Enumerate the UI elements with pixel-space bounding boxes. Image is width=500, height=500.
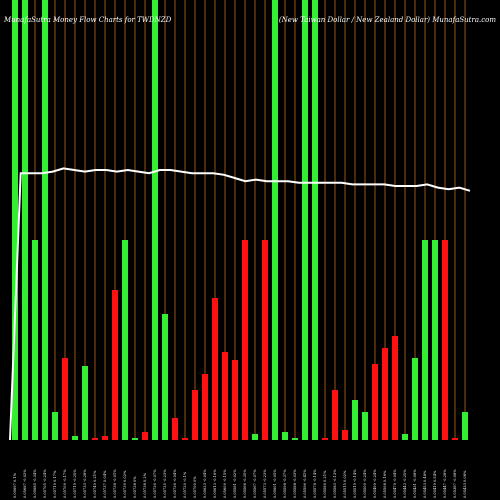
money-flow-bar — [102, 436, 108, 440]
money-flow-bar — [162, 314, 168, 440]
x-tick-label: 0.05573 -0.23% — [263, 469, 267, 498]
money-flow-bar — [192, 390, 198, 440]
x-tick-label: 0.05685 -0.34% — [33, 469, 37, 498]
money-flow-bar — [372, 364, 378, 440]
money-flow-bar — [392, 336, 398, 440]
price-line — [9, 167, 471, 441]
money-flow-bar — [442, 240, 448, 440]
x-tick-label: 0.05443 -0.25% — [403, 469, 407, 498]
x-tick-label: 0.05596 -0.41% — [303, 469, 307, 498]
x-tick-label: 0.05709 -0.17% — [63, 469, 67, 498]
x-tick-label: 0.05719 0.17% — [53, 470, 57, 498]
money-flow-bar — [222, 352, 228, 440]
x-tick-label: 0.05581 -0.02% — [233, 469, 237, 498]
x-tick-label: 0.05720 -0.1% — [183, 471, 187, 498]
x-tick-label: 0.05431 -0.08% — [413, 469, 417, 498]
money-flow-bar — [122, 240, 128, 440]
money-flow-bar — [182, 438, 188, 440]
x-tick-label: 0.05719 -0.25% — [73, 469, 77, 498]
x-tick-label: 0.05453 0.48% — [423, 470, 427, 498]
x-tick-label: 0.05749 0.21% — [93, 470, 97, 498]
money-flow-bar — [22, 0, 28, 440]
money-flow-bar — [352, 400, 358, 440]
money-flow-bar — [82, 366, 88, 440]
x-tick-label: 0.05733 -0.28% — [83, 469, 87, 498]
x-tick-label: 0.05737 0.04% — [103, 470, 107, 498]
money-flow-bar — [132, 438, 138, 440]
x-tick-label: 0.05567 -0.07% — [253, 469, 257, 498]
money-flow-bar — [272, 0, 278, 440]
x-tick-labels: 0.05697 0.1% 0.05687 -0.02% 0.05685 -0.34%… — [13, 469, 467, 498]
x-tick-label: 0.05598 -0.37% — [283, 469, 287, 498]
money-flow-bar — [252, 434, 258, 440]
money-flow-bar — [202, 374, 208, 440]
money-flow-bar — [342, 430, 348, 440]
x-tick-label: 0.05500 -0.24% — [363, 469, 367, 498]
money-flow-bar — [62, 358, 68, 440]
x-tick-label: 0.05738 -0.01% — [113, 469, 117, 498]
x-tick-label: 0.05726 -0.07% — [153, 469, 157, 498]
money-flow-bar — [172, 418, 178, 440]
money-flow-bar — [212, 298, 218, 440]
x-tick-label: 0.05700 0% — [193, 476, 197, 498]
money-flow-bar — [52, 412, 58, 440]
x-tick-label: 0.05580 0.21% — [323, 470, 327, 498]
x-tick-label: 0.05578 -0.14% — [313, 469, 317, 498]
x-tick-label: 0.05433 0.08% — [463, 470, 467, 498]
money-flow-bar — [452, 438, 458, 440]
money-flow-bar — [312, 0, 318, 440]
x-tick-label: 0.05387 -0.08% — [453, 469, 457, 498]
x-tick-label: 0.05725 -0.23% — [163, 469, 167, 498]
x-tick-label: 0.05588 -0.03% — [293, 469, 297, 498]
x-tick-label: 0.05739 0.02% — [123, 470, 127, 498]
money-flow-bar — [262, 240, 268, 440]
money-flow-bar — [242, 240, 248, 440]
x-tick-label: 0.05705 -0.24% — [43, 469, 47, 498]
x-tick-label: 0.05601 -0.05% — [273, 469, 277, 498]
money-flow-bar — [402, 434, 408, 440]
money-flow-bar — [72, 436, 78, 440]
money-flow-bar — [412, 358, 418, 440]
money-flow-bar — [142, 432, 148, 440]
money-flow-bar — [432, 240, 438, 440]
x-tick-label: 0.05726 -0.04% — [173, 469, 177, 498]
x-tick-label: 0.05566 -0.35% — [243, 469, 247, 498]
chart-title-left: MunafaSutra Money Flow Charts for TWDNZD — [3, 16, 172, 24]
money-flow-bar — [462, 412, 468, 440]
money-flow-bar — [302, 0, 308, 440]
x-tick-label: 0.05687 -0.02% — [23, 469, 27, 498]
money-flow-bar — [42, 0, 48, 440]
x-tick-label: 0.05515 0.02% — [343, 470, 347, 498]
x-tick-label: 0.05623 -0.04% — [203, 469, 207, 498]
money-flow-bar — [32, 240, 38, 440]
chart-title-right: (New Taiwan Dollar / New Zealand Dollar)… — [279, 16, 496, 24]
money-flow-bar — [112, 290, 118, 440]
money-flow-bar — [422, 240, 428, 440]
x-tick-label: 0.05490 -0.24% — [373, 469, 377, 498]
money-flow-bar — [12, 0, 18, 440]
money-flow-bar — [322, 438, 328, 440]
money-flow-bar — [332, 390, 338, 440]
x-tick-label: 0.05510 -0.14% — [353, 469, 357, 498]
money-flow-bar — [382, 348, 388, 440]
money-flow-bar — [152, 0, 158, 440]
money-flow-bar — [292, 438, 298, 440]
x-tick-label: 0.05738 0.2% — [143, 472, 147, 498]
money-flow-bar — [282, 432, 288, 440]
x-tick-label: 0.05419 0.54% — [433, 470, 437, 498]
x-tick-label: 0.05447 -0.28% — [443, 469, 447, 498]
x-tick-label: 0.05697 0.1% — [13, 472, 17, 498]
x-tick-label: 0.05583 -0.13% — [333, 469, 337, 498]
money-flow-bar — [232, 360, 238, 440]
x-tick-label: 0.05508 0.16% — [383, 470, 387, 498]
x-tick-label: 0.05613 -0.16% — [213, 469, 217, 498]
x-tick-label: 0.05738 0% — [133, 476, 137, 498]
x-tick-label: 0.05600 -0.15% — [223, 469, 227, 498]
money-flow-bar — [92, 438, 98, 440]
money-flow-bar — [362, 412, 368, 440]
money-flow-bars — [12, 0, 468, 440]
x-tick-label: 0.05479 -0.04% — [393, 469, 397, 498]
